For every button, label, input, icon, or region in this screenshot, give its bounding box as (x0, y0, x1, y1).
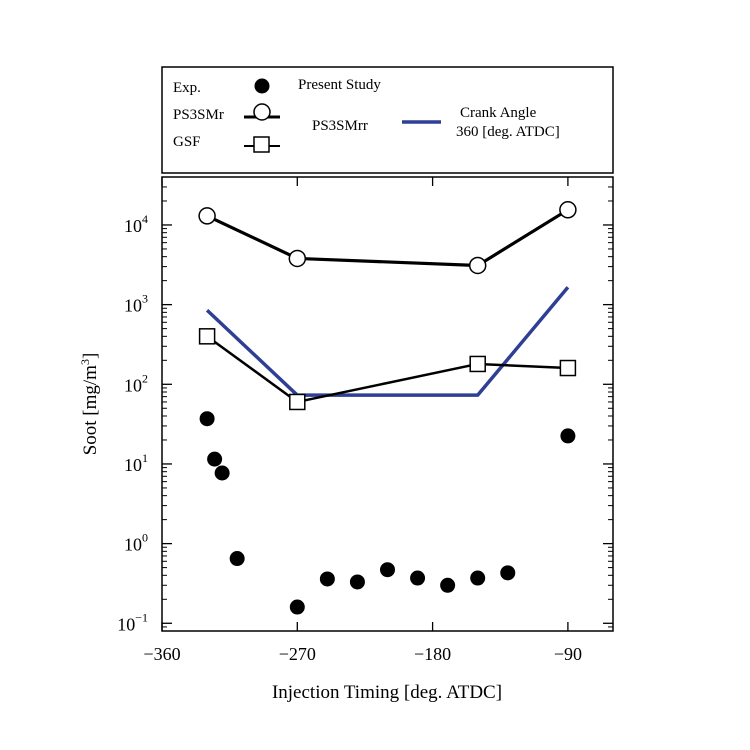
y-tick-exponent: 2 (142, 371, 148, 385)
y-tick-label: 103 (124, 292, 148, 316)
series-layer (198, 201, 577, 615)
exp-point (229, 551, 245, 567)
exp-point (207, 451, 223, 467)
y-tick-exponent: 3 (142, 292, 148, 306)
y-tick-exponent: 0 (142, 531, 148, 545)
y-tick-label: 101 (124, 451, 148, 475)
legend-label-ps3smr: PS3SMr (173, 107, 224, 123)
ps3smr-point (198, 207, 216, 225)
legend-label-crank-angle-value: 360 [deg. ATDC] (456, 124, 560, 140)
series-line-ps3smrr (205, 286, 570, 397)
exp-point (410, 570, 426, 586)
legend-label-gsf: GSF (173, 134, 201, 150)
y-tick-exponent: −1 (135, 610, 148, 624)
legend-label-crank-angle: Crank Angle (460, 105, 537, 121)
plot-frame (161, 176, 614, 632)
y-tick-exponent: 1 (142, 451, 148, 465)
exp-point (289, 599, 305, 615)
y-axis-title-main: Soot [mg/m (80, 365, 101, 455)
x-axis-title: Injection Timing [deg. ATDC] (272, 682, 502, 703)
exp-point (500, 565, 516, 581)
gsf-point (198, 328, 216, 345)
legend-label-exp: Exp. (173, 80, 201, 96)
exp-point (214, 465, 230, 481)
y-tick-label: 104 (124, 212, 148, 236)
exp-point (560, 428, 576, 444)
exp-point (440, 577, 456, 593)
y-tick-base: 10 (117, 614, 135, 634)
y-tick-base: 10 (124, 216, 142, 236)
y-axis-title-sup: 3 (78, 359, 92, 365)
exp-point (380, 562, 395, 578)
x-tick-label: −270 (279, 644, 316, 664)
exp-point (199, 411, 215, 427)
legend: Exp. Present Study PS3SMr GSF PS3SMrr Cr… (161, 66, 614, 174)
x-tick-label: −90 (554, 644, 582, 664)
gsf-point (289, 393, 306, 411)
y-tick-base: 10 (124, 296, 142, 316)
gsf-point (559, 359, 577, 377)
x-tick-label: −360 (143, 644, 180, 664)
ps3smr-point (559, 201, 577, 219)
y-tick-base: 10 (124, 455, 142, 475)
y-tick-label: 102 (124, 371, 148, 395)
legend-frame (161, 66, 614, 174)
ps3smr-point (468, 256, 487, 275)
legend-marker-gsf (253, 136, 270, 153)
y-tick-label: 100 (124, 531, 148, 555)
x-tick-label: −180 (414, 644, 451, 664)
legend-marker-ps3smr (253, 103, 271, 121)
series-line-ps3smr (206, 208, 569, 268)
exp-point (470, 570, 486, 586)
gsf-point (469, 355, 486, 373)
y-tick-base: 10 (124, 375, 142, 395)
ps3smr-point (288, 249, 307, 268)
y-tick-label: 10−1 (117, 610, 148, 634)
y-tick-exponent: 4 (142, 212, 148, 226)
legend-label-present-study: Present Study (298, 77, 381, 93)
exp-point (349, 574, 365, 590)
y-axis-title-close: ] (80, 353, 101, 359)
legend-marker-exp (254, 78, 270, 94)
y-axis-title: Soot [mg/m3] (78, 353, 101, 456)
exp-point (319, 571, 335, 587)
legend-label-ps3smrr: PS3SMrr (312, 118, 368, 134)
series-line-gsf (206, 335, 568, 404)
y-tick-base: 10 (124, 535, 142, 555)
